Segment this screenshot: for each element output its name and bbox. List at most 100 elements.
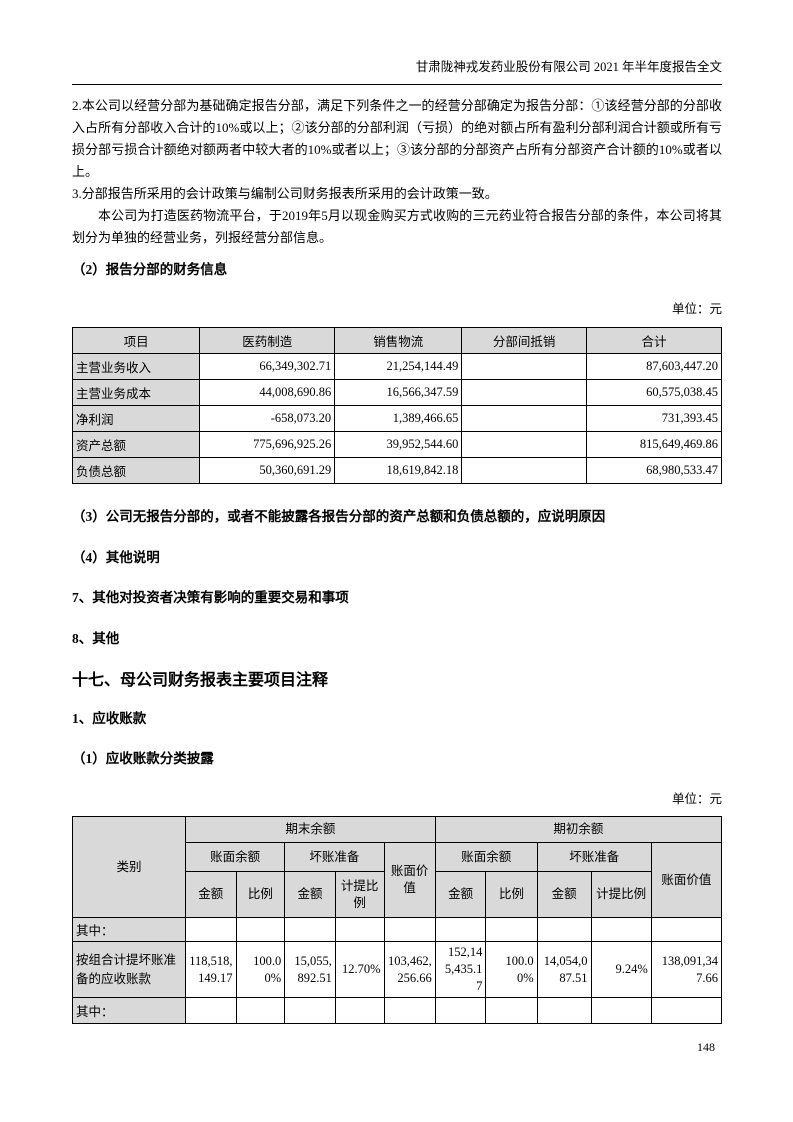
cell-value: 1,389,466.65 (334, 405, 463, 432)
cell-value (383, 917, 436, 942)
unit-label-receivables-table: 单位：元 (671, 792, 722, 806)
cell-value: 12.70% (334, 941, 385, 998)
cell-value: 87,603,447.20 (585, 353, 723, 380)
cell-value: 18,619,842.18 (334, 457, 463, 484)
cell-value: 15,055,892.51 (284, 941, 336, 998)
cell-value (461, 431, 587, 458)
row-label: 资产总额 (71, 431, 201, 458)
book-value-header: 账面价值 (650, 842, 723, 918)
unit-label-segment-table: 单位：元 (671, 302, 722, 316)
row-label: 负债总额 (71, 457, 201, 484)
ratio-header: 比例 (485, 871, 538, 918)
doc-header: 甘肃陇神戎发药业股份有限公司 2021 年半年度报告全文 (72, 58, 722, 85)
segment-table-header-row: 项目 医药制造 销售物流 分部间抵销 合计 (71, 327, 723, 354)
cell-value (284, 917, 336, 942)
cell-value: 138,091,347.66 (650, 941, 723, 998)
segment-table-row: 主营业务成本 44,008,690.86 16,566,347.59 60,57… (71, 379, 723, 406)
cell-value (235, 917, 286, 942)
cell-value (536, 917, 592, 942)
ratio-header: 比例 (235, 871, 286, 918)
cell-value (334, 997, 385, 1024)
segment-col-header: 项目 (71, 327, 201, 354)
cell-value (590, 917, 652, 942)
cell-value (184, 997, 237, 1024)
cell-value: 103,462,256.66 (383, 941, 436, 998)
receivables-table: 类别 期末余额 期初余额 账面余额 坏账准备 账面价值 账面余额 坏账准备 账面… (72, 816, 723, 1024)
cell-value: 100.00% (235, 941, 286, 998)
segment-table-row: 净利润 -658,073.20 1,389,466.65 731,393.45 (71, 405, 723, 432)
cell-value: 50,360,691.29 (199, 457, 336, 484)
cell-value (650, 997, 723, 1024)
cell-value: 152,145,435.17 (434, 941, 487, 998)
bad-debt-header: 坏账准备 (536, 842, 652, 872)
cell-value (461, 457, 587, 484)
segment-table-row: 资产总额 775,696,925.26 39,952,544.60 815,64… (71, 431, 723, 458)
cell-value: 815,649,469.86 (585, 431, 723, 458)
cell-value (461, 405, 587, 432)
cell-value: 14,054,087.51 (536, 941, 592, 998)
amount-header: 金额 (536, 871, 592, 918)
cell-value: -658,073.20 (199, 405, 336, 432)
amount-header: 金额 (284, 871, 336, 918)
row-label: 其中： (72, 917, 186, 942)
cell-value (383, 997, 436, 1024)
cell-value: 66,349,302.71 (199, 353, 336, 380)
provision-ratio-header: 计提比例 (334, 871, 385, 918)
segment-col-header: 合计 (585, 327, 723, 354)
cell-value (284, 997, 336, 1024)
heading-segment-financial-info: （2）报告分部的财务信息 (72, 262, 228, 277)
cell-value: 44,008,690.86 (199, 379, 336, 406)
row-label: 净利润 (71, 405, 201, 432)
cell-value: 100.00% (485, 941, 538, 998)
receivables-row: 其中： (72, 917, 723, 942)
row-label: 主营业务成本 (71, 379, 201, 406)
heading-other: 8、其他 (72, 631, 120, 646)
para-logistics-platform: 本公司为打造医药物流平台，于2019年5月以现金购买方式收购的三元药业符合报告分… (72, 208, 722, 245)
para-accounting-policy: 3.分部报告所采用的会计政策与编制公司财务报表所采用的会计政策一致。 (72, 186, 498, 201)
cell-value (590, 997, 652, 1024)
heading-parent-company-notes: 十七、母公司财务报表主要项目注释 (72, 672, 329, 689)
row-label: 按组合计提坏账准备的应收账款 (72, 941, 186, 998)
provision-ratio-header: 计提比例 (590, 871, 652, 918)
cell-value (536, 997, 592, 1024)
period-end-group-header: 期末余额 (184, 816, 436, 843)
period-begin-group-header: 期初余额 (434, 816, 723, 843)
cell-value: 21,254,144.49 (334, 353, 463, 380)
para-segment-criteria: 2.本公司以经营分部为基础确定报告分部，满足下列条件之一的经营分部确定为报告分部… (72, 98, 722, 179)
cell-value (650, 917, 723, 942)
book-balance-header: 账面余额 (184, 842, 286, 872)
cell-value: 731,393.45 (585, 405, 723, 432)
cell-value (461, 353, 587, 380)
row-label: 主营业务收入 (71, 353, 201, 380)
heading-important-transactions: 7、其他对投资者决策有影响的重要交易和事项 (72, 590, 349, 605)
cell-value: 775,696,925.26 (199, 431, 336, 458)
book-balance-header: 账面余额 (434, 842, 538, 872)
cell-value: 39,952,544.60 (334, 431, 463, 458)
segment-table-row: 负债总额 50,360,691.29 18,619,842.18 68,980,… (71, 457, 723, 484)
segment-table: 项目 医药制造 销售物流 分部间抵销 合计 主营业务收入 66,349,302.… (71, 327, 723, 484)
segment-col-header: 分部间抵销 (461, 327, 587, 354)
cell-value (184, 917, 237, 942)
cell-value: 60,575,038.45 (585, 379, 723, 406)
cell-value (235, 997, 286, 1024)
heading-no-reportable-segment: （3）公司无报告分部的，或者不能披露各报告分部的资产总额和负债总额的，应说明原因 (72, 509, 606, 524)
row-label: 其中： (72, 997, 186, 1024)
segment-col-header: 医药制造 (199, 327, 336, 354)
cell-value: 9.24% (590, 941, 652, 998)
category-col-header: 类别 (72, 816, 186, 918)
heading-other-notes: （4）其他说明 (72, 550, 160, 565)
page-number: 148 (697, 1040, 715, 1054)
cell-value (461, 379, 587, 406)
receivables-header-row-1: 类别 期末余额 期初余额 (72, 816, 723, 918)
cell-value: 16,566,347.59 (334, 379, 463, 406)
receivables-row: 按组合计提坏账准备的应收账款 118,518,149.17 100.00% 15… (72, 941, 723, 998)
cell-value: 118,518,149.17 (184, 941, 237, 998)
amount-header: 金额 (434, 871, 487, 918)
bad-debt-header: 坏账准备 (284, 842, 385, 872)
book-value-header: 账面价值 (383, 842, 436, 918)
cell-value (485, 997, 538, 1024)
cell-value: 68,980,533.47 (585, 457, 723, 484)
receivables-header-row-3: 金额 比例 金额 计提比例 金额 比例 金额 计提比例 (73, 871, 722, 918)
heading-accounts-receivable: 1、应收账款 (72, 711, 147, 726)
